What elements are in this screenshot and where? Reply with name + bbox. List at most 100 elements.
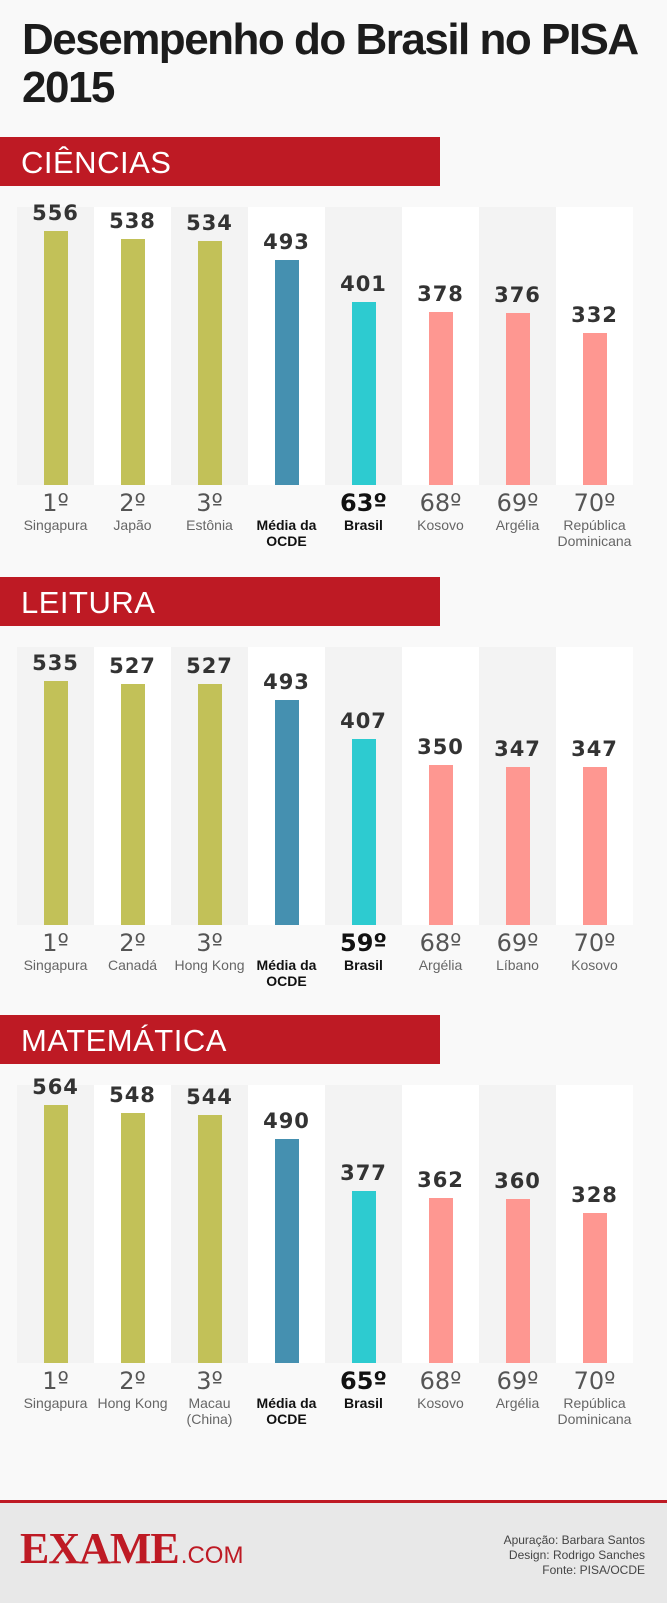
category-label: Média da OCDE [247,517,327,549]
bar-top3 [197,241,222,485]
category-label: 69º Argélia [478,1367,558,1411]
country-label: República Dominicana [557,1395,632,1427]
category-label: 3º Hong Kong [170,929,250,973]
country-label: Canadá [107,957,158,973]
data-label: 350 [417,735,464,759]
page-title: Desempenho do Brasil no PISA 2015 [22,15,638,112]
rank-label: 70º [573,929,616,957]
country-label: Kosovo [571,957,618,973]
data-label: 534 [186,211,233,235]
section-band: MATEMÁTICA [0,1015,440,1064]
country-label: Singapura [23,517,88,533]
country-label: Singapura [23,957,88,973]
section-title: LEITURA [21,585,156,620]
country-label: Argélia [495,1395,540,1411]
credit-source: Fonte: PISA/OCDE [542,1563,645,1577]
rank-label: 65º [340,1367,387,1395]
rank-label: 63º [340,489,387,517]
data-label: 556 [32,201,79,225]
country-label: Japão [113,517,152,533]
data-label: 493 [263,670,310,694]
category-label: 68º Argélia [401,929,481,973]
category-label: 2º Canadá [93,929,173,973]
data-label: 407 [340,709,387,733]
country-label: Líbano [496,957,539,973]
category-label: 3º Macau (China) [170,1367,250,1427]
country-label: Brasil [344,957,383,973]
section-ciencias: CIÊNCIAS 556 1º Singapura 538 2º Japão 534 3º Es… [0,137,667,587]
data-label: 347 [571,737,618,761]
data-label: 377 [340,1161,387,1185]
category-label: 2º Japão [93,489,173,533]
category-label: 59º Brasil [324,929,404,973]
country-label: Argélia [495,517,540,533]
category-label: 3º Estônia [170,489,250,533]
credit-design: Design: Rodrigo Sanches [508,1548,645,1562]
bar-top3 [43,1105,68,1363]
bar-others [582,1213,607,1363]
category-label: 69º Líbano [478,929,558,973]
rank-label: 1º [42,929,69,957]
rank-label: 68º [419,929,462,957]
data-label: 490 [263,1109,310,1133]
data-label: 328 [571,1183,618,1207]
section-title: CIÊNCIAS [21,145,172,180]
exame-logo[interactable]: EXAME.COM [20,1523,243,1574]
bar-oecd [274,260,299,485]
bar-top3 [43,681,68,925]
rank-label: 1º [42,1367,69,1395]
chart-plot: 556 1º Singapura 538 2º Japão 534 3º Estônia 493 M… [17,201,647,549]
country-label: Média da OCDE [256,1395,317,1427]
bar-brazil [351,1191,376,1363]
bar-others [505,313,530,485]
bar-others [428,765,453,925]
footer: EXAME.COM Apuração: Barbara Santos Desig… [0,1500,667,1603]
data-label: 527 [109,654,156,678]
bar-others [582,767,607,925]
credits: Apuração: Barbara Santos Design: Rodrigo… [504,1533,645,1578]
section-band: LEITURA [0,577,440,626]
logo-domain: .COM [180,1542,244,1569]
country-label: Estônia [186,517,233,533]
data-label: 538 [109,209,156,233]
country-label: Brasil [344,1395,383,1411]
rank-label: 3º [196,1367,223,1395]
country-label: Hong Kong [174,957,245,973]
category-label: 1º Singapura [16,489,96,533]
rank-label: 69º [496,929,539,957]
data-label: 332 [571,303,618,327]
bar-others [428,1198,453,1363]
rank-label: 70º [573,489,616,517]
country-label: Macau (China) [186,1395,233,1427]
category-label: 63º Brasil [324,489,404,533]
rank-label: 68º [419,1367,462,1395]
rank-label: 70º [573,1367,616,1395]
credit-research: Apuração: Barbara Santos [503,1533,645,1547]
logo-wordmark: EXAME [20,1524,180,1573]
country-label: Média da OCDE [256,957,317,989]
rank-label: 68º [419,489,462,517]
bar-top3 [197,684,222,925]
data-label: 548 [109,1083,156,1107]
data-label: 360 [494,1169,541,1193]
rank-label: 59º [340,929,387,957]
country-label: Singapura [23,1395,88,1411]
data-label: 362 [417,1168,464,1192]
bar-brazil [351,302,376,485]
bar-top3 [197,1115,222,1363]
country-label: Média da OCDE [256,517,317,549]
bar-oecd [274,1139,299,1363]
data-label: 378 [417,282,464,306]
category-label: 65º Brasil [324,1367,404,1411]
bar-others [582,333,607,485]
rank-label: 2º [119,1367,146,1395]
data-label: 535 [32,651,79,675]
rank-label: 69º [496,489,539,517]
data-label: 493 [263,230,310,254]
chart-plot: 535 1º Singapura 527 2º Canadá 527 3º Hong Kong 4… [17,647,647,989]
category-label: Média da OCDE [247,1395,327,1427]
category-label: 70º Kosovo [555,929,635,973]
bar-oecd [274,700,299,925]
category-label: 68º Kosovo [401,1367,481,1411]
bar-top3 [120,1113,145,1363]
